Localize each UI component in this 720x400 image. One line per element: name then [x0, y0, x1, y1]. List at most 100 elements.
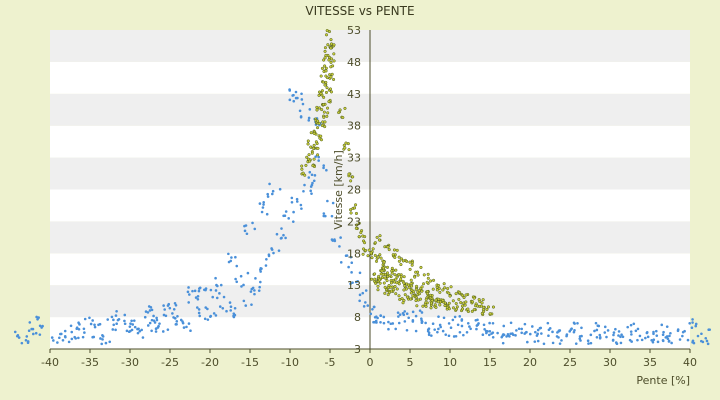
data-point	[244, 304, 248, 307]
data-points	[13, 29, 711, 346]
data-point	[317, 106, 321, 110]
data-point	[696, 334, 700, 338]
data-point	[586, 339, 590, 343]
data-point	[425, 280, 429, 284]
data-point	[470, 309, 474, 313]
data-point	[389, 322, 393, 326]
data-point	[472, 296, 476, 300]
data-point	[427, 331, 431, 335]
data-point	[531, 325, 534, 328]
data-point	[268, 182, 271, 186]
data-point	[325, 29, 329, 33]
data-point	[551, 341, 555, 345]
data-point	[558, 342, 562, 345]
data-point	[480, 301, 484, 305]
data-point	[258, 285, 261, 289]
data-point	[458, 291, 462, 295]
data-point	[332, 77, 336, 82]
data-point	[321, 80, 325, 84]
data-point	[332, 59, 336, 63]
data-point	[155, 318, 159, 322]
data-point	[352, 206, 357, 210]
data-point	[174, 303, 178, 307]
data-point	[397, 259, 401, 263]
data-point	[214, 314, 218, 317]
data-point	[409, 282, 413, 286]
data-point	[27, 329, 31, 333]
data-point	[312, 143, 316, 147]
data-point	[514, 334, 517, 337]
data-point	[596, 324, 600, 328]
data-point	[328, 87, 333, 91]
data-point	[304, 163, 308, 167]
data-point	[229, 309, 233, 312]
data-point	[317, 155, 320, 159]
data-point	[339, 261, 343, 264]
data-point	[349, 211, 353, 215]
data-point	[411, 310, 415, 314]
data-point	[380, 275, 384, 280]
data-point	[52, 339, 55, 342]
data-point	[363, 241, 367, 245]
data-point	[330, 238, 334, 241]
data-point	[319, 74, 323, 78]
data-point	[294, 96, 298, 100]
data-point	[423, 302, 427, 307]
data-point	[25, 335, 29, 338]
data-point	[67, 340, 71, 344]
data-point	[391, 253, 395, 257]
data-point	[277, 249, 281, 252]
y-tick-label: 18	[347, 247, 361, 260]
data-point	[491, 305, 496, 309]
data-point	[656, 340, 660, 344]
data-point	[143, 315, 147, 319]
data-point	[506, 332, 510, 336]
data-point	[470, 300, 475, 304]
data-point	[393, 273, 397, 277]
data-point	[482, 305, 486, 309]
data-point	[322, 166, 325, 170]
data-point	[295, 200, 299, 203]
data-point	[396, 311, 400, 314]
data-point	[405, 295, 409, 299]
data-point	[458, 330, 462, 334]
data-point	[234, 277, 237, 281]
data-point	[362, 247, 366, 251]
data-point	[420, 317, 423, 320]
data-point	[355, 223, 359, 227]
data-point	[536, 332, 540, 336]
data-point	[517, 327, 521, 331]
data-point	[366, 304, 370, 307]
data-point	[209, 315, 212, 318]
data-point	[329, 57, 334, 61]
data-point	[438, 303, 442, 307]
data-point	[108, 340, 112, 344]
data-point	[511, 333, 515, 337]
data-point	[580, 334, 583, 338]
data-point	[392, 248, 397, 252]
x-axis-label: Pente [%]	[636, 374, 690, 387]
x-tick-label: -5	[325, 356, 336, 369]
data-point	[265, 257, 268, 261]
data-point	[447, 301, 451, 305]
data-point	[358, 293, 362, 297]
data-point	[540, 332, 543, 335]
y-tick-label: 53	[347, 24, 361, 37]
data-point	[137, 327, 140, 331]
data-point	[612, 333, 615, 337]
data-point	[589, 341, 593, 345]
data-point	[449, 285, 453, 289]
data-point	[332, 43, 336, 47]
data-point	[150, 329, 153, 333]
data-point	[426, 272, 430, 276]
data-point	[405, 328, 409, 332]
data-point	[441, 288, 445, 292]
data-point	[442, 316, 446, 320]
data-point	[377, 274, 381, 278]
data-point	[77, 327, 81, 331]
data-point	[282, 214, 285, 218]
data-point	[534, 330, 537, 334]
data-point	[323, 64, 327, 68]
data-point	[690, 326, 694, 330]
